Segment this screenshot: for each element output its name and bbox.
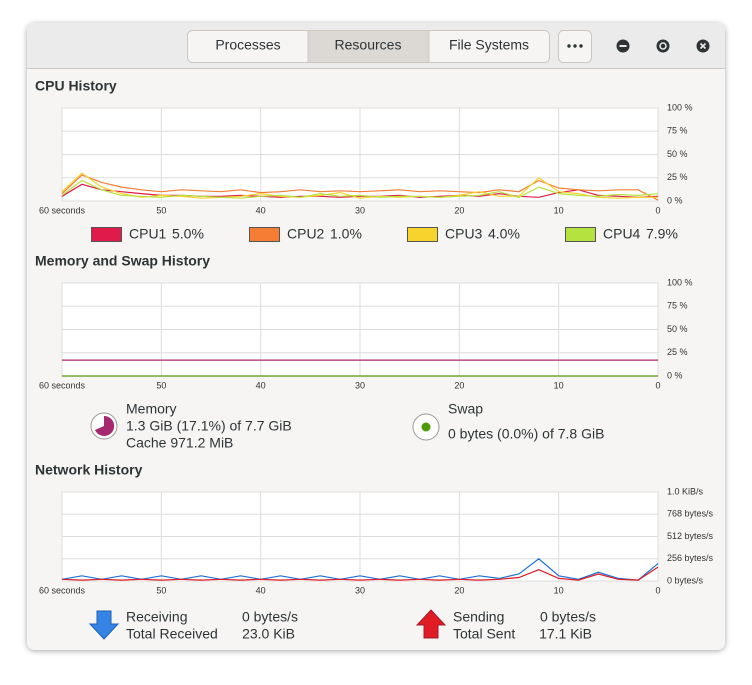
y-tick-label: 100 % bbox=[667, 277, 693, 287]
rate: 0 bytes/s bbox=[242, 609, 298, 625]
x-tick-label: 60 seconds bbox=[39, 585, 86, 595]
legend-label: CPU2 bbox=[287, 226, 325, 242]
active-tab-bg bbox=[308, 31, 429, 62]
total-label: Total Sent bbox=[453, 626, 515, 642]
y-tick-label: 50 % bbox=[667, 324, 688, 334]
y-tick-label: 75 % bbox=[667, 126, 688, 136]
legend-value: 7.9% bbox=[646, 226, 678, 242]
tab[interactable]: Resources bbox=[335, 37, 402, 53]
memory-icon bbox=[90, 412, 118, 440]
x-tick-label: 60 seconds bbox=[39, 380, 86, 390]
x-tick-label: 40 bbox=[256, 585, 266, 595]
legend-swatch bbox=[407, 227, 438, 242]
x-tick-label: 10 bbox=[554, 380, 564, 390]
section-title: CPU History bbox=[35, 78, 117, 94]
y-tick-label: 75 % bbox=[667, 301, 688, 311]
legend-swatch bbox=[565, 227, 596, 242]
x-tick-label: 50 bbox=[156, 380, 166, 390]
series-line bbox=[61, 566, 659, 581]
x-tick-label: 10 bbox=[554, 585, 564, 595]
y-tick-label: 0 % bbox=[667, 370, 683, 380]
y-tick-label: 50 % bbox=[667, 149, 688, 159]
y-tick-label: 256 bytes/s bbox=[667, 553, 714, 563]
swap-icon bbox=[412, 413, 440, 441]
x-tick-label: 20 bbox=[454, 380, 464, 390]
total: 23.0 KiB bbox=[242, 626, 295, 642]
legend-label: Sending bbox=[453, 609, 504, 625]
swap-usage: 0 bytes (0.0%) of 7.8 GiB bbox=[448, 426, 604, 442]
y-tick-label: 0 % bbox=[667, 195, 683, 205]
legend-swatch bbox=[91, 227, 122, 242]
legend-label: CPU4 bbox=[603, 226, 641, 242]
y-tick-label: 0 bytes/s bbox=[667, 575, 704, 585]
y-tick-label: 512 bytes/s bbox=[667, 531, 714, 541]
legend-value: 4.0% bbox=[488, 226, 520, 242]
section-title: Network History bbox=[35, 462, 143, 478]
minimize-button[interactable] bbox=[616, 39, 630, 53]
legend-label: CPU1 bbox=[129, 226, 167, 242]
legend-label: CPU3 bbox=[445, 226, 483, 242]
x-tick-label: 20 bbox=[454, 585, 464, 595]
y-tick-label: 768 bytes/s bbox=[667, 509, 714, 519]
x-tick-label: 50 bbox=[156, 585, 166, 595]
x-tick-label: 0 bbox=[655, 585, 660, 595]
x-tick-label: 10 bbox=[554, 205, 564, 215]
y-tick-label: 1.0 KiB/s bbox=[667, 486, 704, 496]
tab[interactable]: Processes bbox=[215, 37, 280, 53]
legend-value: 5.0% bbox=[172, 226, 204, 242]
x-tick-label: 30 bbox=[355, 205, 365, 215]
series-line bbox=[61, 558, 659, 581]
x-tick-label: 60 seconds bbox=[39, 205, 86, 215]
memory-cache: Cache 971.2 MiB bbox=[126, 435, 233, 451]
legend-label: Receiving bbox=[126, 609, 187, 625]
legend-swatch bbox=[249, 227, 280, 242]
tab[interactable]: File Systems bbox=[449, 37, 529, 53]
x-tick-label: 40 bbox=[256, 380, 266, 390]
x-tick-label: 0 bbox=[655, 380, 660, 390]
series-line bbox=[61, 172, 658, 199]
x-tick-label: 30 bbox=[355, 585, 365, 595]
legend-value: 1.0% bbox=[330, 226, 362, 242]
y-tick-label: 25 % bbox=[667, 172, 688, 182]
menu-button[interactable] bbox=[558, 30, 592, 63]
x-tick-label: 0 bbox=[655, 205, 660, 215]
send-icon bbox=[415, 609, 447, 639]
total-label: Total Received bbox=[126, 626, 218, 642]
series-line bbox=[61, 179, 659, 199]
series-line bbox=[61, 174, 659, 201]
x-tick-label: 50 bbox=[156, 205, 166, 215]
legend-label: Memory bbox=[126, 401, 177, 417]
legend-label: Swap bbox=[448, 401, 483, 417]
y-tick-label: 25 % bbox=[667, 347, 688, 357]
y-tick-label: 100 % bbox=[667, 102, 693, 112]
memory-usage: 1.3 GiB (17.1%) of 7.7 GiB bbox=[126, 418, 292, 434]
close-button[interactable] bbox=[696, 39, 710, 53]
section-title: Memory and Swap History bbox=[35, 253, 210, 269]
x-tick-label: 20 bbox=[454, 205, 464, 215]
maximize-button[interactable] bbox=[656, 39, 670, 53]
rate: 0 bytes/s bbox=[540, 609, 596, 625]
total: 17.1 KiB bbox=[539, 626, 592, 642]
x-tick-label: 40 bbox=[256, 205, 266, 215]
x-tick-label: 30 bbox=[355, 380, 365, 390]
receive-icon bbox=[88, 610, 120, 640]
